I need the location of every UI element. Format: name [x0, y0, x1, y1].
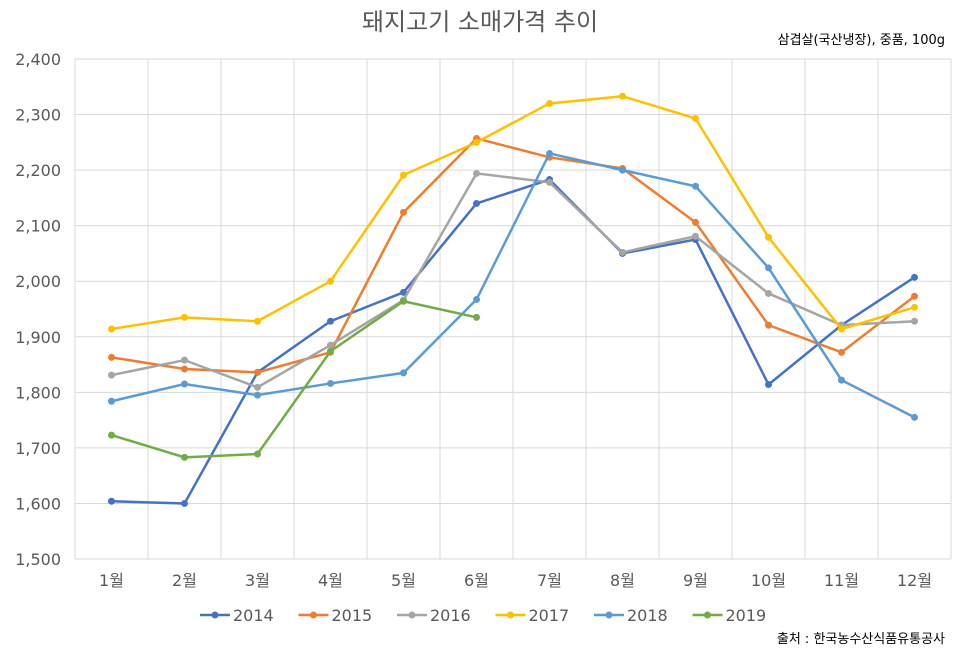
data-point-2017	[619, 92, 626, 100]
x-tick-label: 8월	[610, 571, 635, 590]
y-tick-label: 2,300	[15, 106, 61, 125]
data-point-2014	[400, 288, 407, 296]
data-point-2015	[765, 321, 772, 329]
x-tick-label: 11월	[824, 571, 859, 590]
y-tick-label: 1,500	[15, 550, 61, 569]
legend-label: 2018	[627, 606, 668, 625]
y-tick-label: 1,700	[15, 439, 61, 458]
data-point-2017	[546, 99, 553, 107]
legend-marker-2016	[408, 611, 416, 619]
data-point-2018	[108, 397, 115, 405]
chart-title: 돼지고기 소매가격 추이	[362, 8, 598, 36]
x-tick-label: 9월	[683, 571, 708, 590]
y-tick-label: 2,200	[15, 161, 61, 180]
data-point-2016	[911, 317, 918, 325]
legend-label: 2019	[726, 606, 767, 625]
data-point-2016	[619, 248, 626, 256]
data-point-2017	[765, 233, 772, 241]
data-point-2015	[181, 365, 188, 373]
data-point-2015	[838, 348, 845, 356]
data-point-2014	[765, 381, 772, 389]
data-point-2017	[108, 325, 115, 333]
legend-label: 2014	[233, 606, 274, 625]
series-line-2017	[111, 94, 915, 331]
y-tick-label: 1,900	[15, 328, 61, 347]
x-tick-label: 2월	[172, 571, 197, 590]
data-point-2019	[181, 453, 188, 461]
data-point-2018	[400, 369, 407, 377]
data-point-2016	[181, 356, 188, 364]
data-point-2017	[838, 325, 845, 333]
data-point-2019	[254, 450, 261, 458]
x-tick-label: 3월	[245, 571, 270, 590]
data-point-2018	[181, 380, 188, 388]
series-line-2018	[111, 152, 916, 419]
data-point-2015	[911, 292, 918, 300]
data-point-2016	[546, 178, 553, 186]
y-tick-label: 1,800	[15, 383, 61, 402]
data-point-2017	[254, 317, 261, 325]
legend-label: 2015	[332, 606, 373, 625]
data-point-2016	[254, 383, 261, 391]
data-point-2019	[327, 347, 334, 355]
data-point-2017	[327, 277, 334, 285]
x-tick-label: 12월	[897, 571, 932, 590]
data-point-2019	[473, 313, 480, 321]
chart-subtitle: 삼겹살(국산냉장), 중품, 100g	[778, 33, 945, 48]
data-point-2018	[254, 391, 261, 399]
data-point-2015	[692, 218, 699, 226]
data-point-2016	[692, 232, 699, 240]
legend-marker-2017	[507, 611, 514, 619]
data-point-2015	[254, 368, 261, 376]
series-line-2015	[111, 137, 916, 374]
data-point-2017	[911, 303, 918, 311]
x-tick-label: 10월	[751, 571, 786, 590]
data-point-2014	[327, 317, 334, 325]
source-note: 출처 : 한국농수산식품유통공사	[777, 632, 945, 647]
x-tick-label: 7월	[537, 571, 562, 590]
legend-label: 2016	[430, 606, 471, 625]
data-point-2018	[327, 379, 334, 387]
x-tick-label: 4월	[318, 571, 343, 590]
data-point-2018	[765, 264, 772, 272]
data-point-2018	[911, 413, 918, 421]
x-tick-label: 6월	[464, 571, 489, 590]
data-point-2016	[473, 169, 480, 177]
data-point-2016	[765, 289, 772, 297]
data-point-2018	[546, 149, 553, 157]
data-point-2018	[838, 376, 845, 384]
data-point-2017	[692, 114, 699, 122]
data-point-2018	[692, 182, 699, 190]
y-tick-label: 1,600	[15, 494, 61, 513]
data-point-2014	[181, 499, 188, 507]
data-point-2018	[473, 296, 480, 304]
data-point-2018	[619, 166, 626, 174]
data-point-2015	[400, 208, 407, 216]
data-point-2014	[108, 497, 115, 505]
data-point-2016	[108, 371, 115, 379]
legend-marker-2018	[605, 611, 613, 619]
data-point-2017	[181, 313, 188, 321]
legend-marker-2019	[704, 611, 711, 619]
legend-marker-2015	[310, 611, 317, 619]
data-point-2016	[327, 341, 334, 349]
data-point-2019	[400, 297, 407, 305]
legend-label: 2017	[529, 606, 570, 625]
data-point-2014	[473, 199, 480, 207]
series-line-2016	[111, 172, 915, 389]
y-tick-label: 2,100	[15, 217, 61, 236]
data-point-2017	[473, 138, 480, 146]
y-tick-label: 2,400	[15, 50, 61, 69]
x-tick-label: 5월	[391, 571, 416, 590]
legend-marker-2014	[211, 611, 219, 619]
data-point-2015	[108, 353, 115, 361]
data-point-2014	[911, 273, 918, 281]
y-tick-label: 2,000	[15, 272, 61, 291]
x-tick-label: 1월	[99, 571, 124, 590]
data-point-2019	[108, 431, 115, 439]
data-point-2017	[400, 171, 407, 179]
series-line-2019	[111, 299, 477, 459]
